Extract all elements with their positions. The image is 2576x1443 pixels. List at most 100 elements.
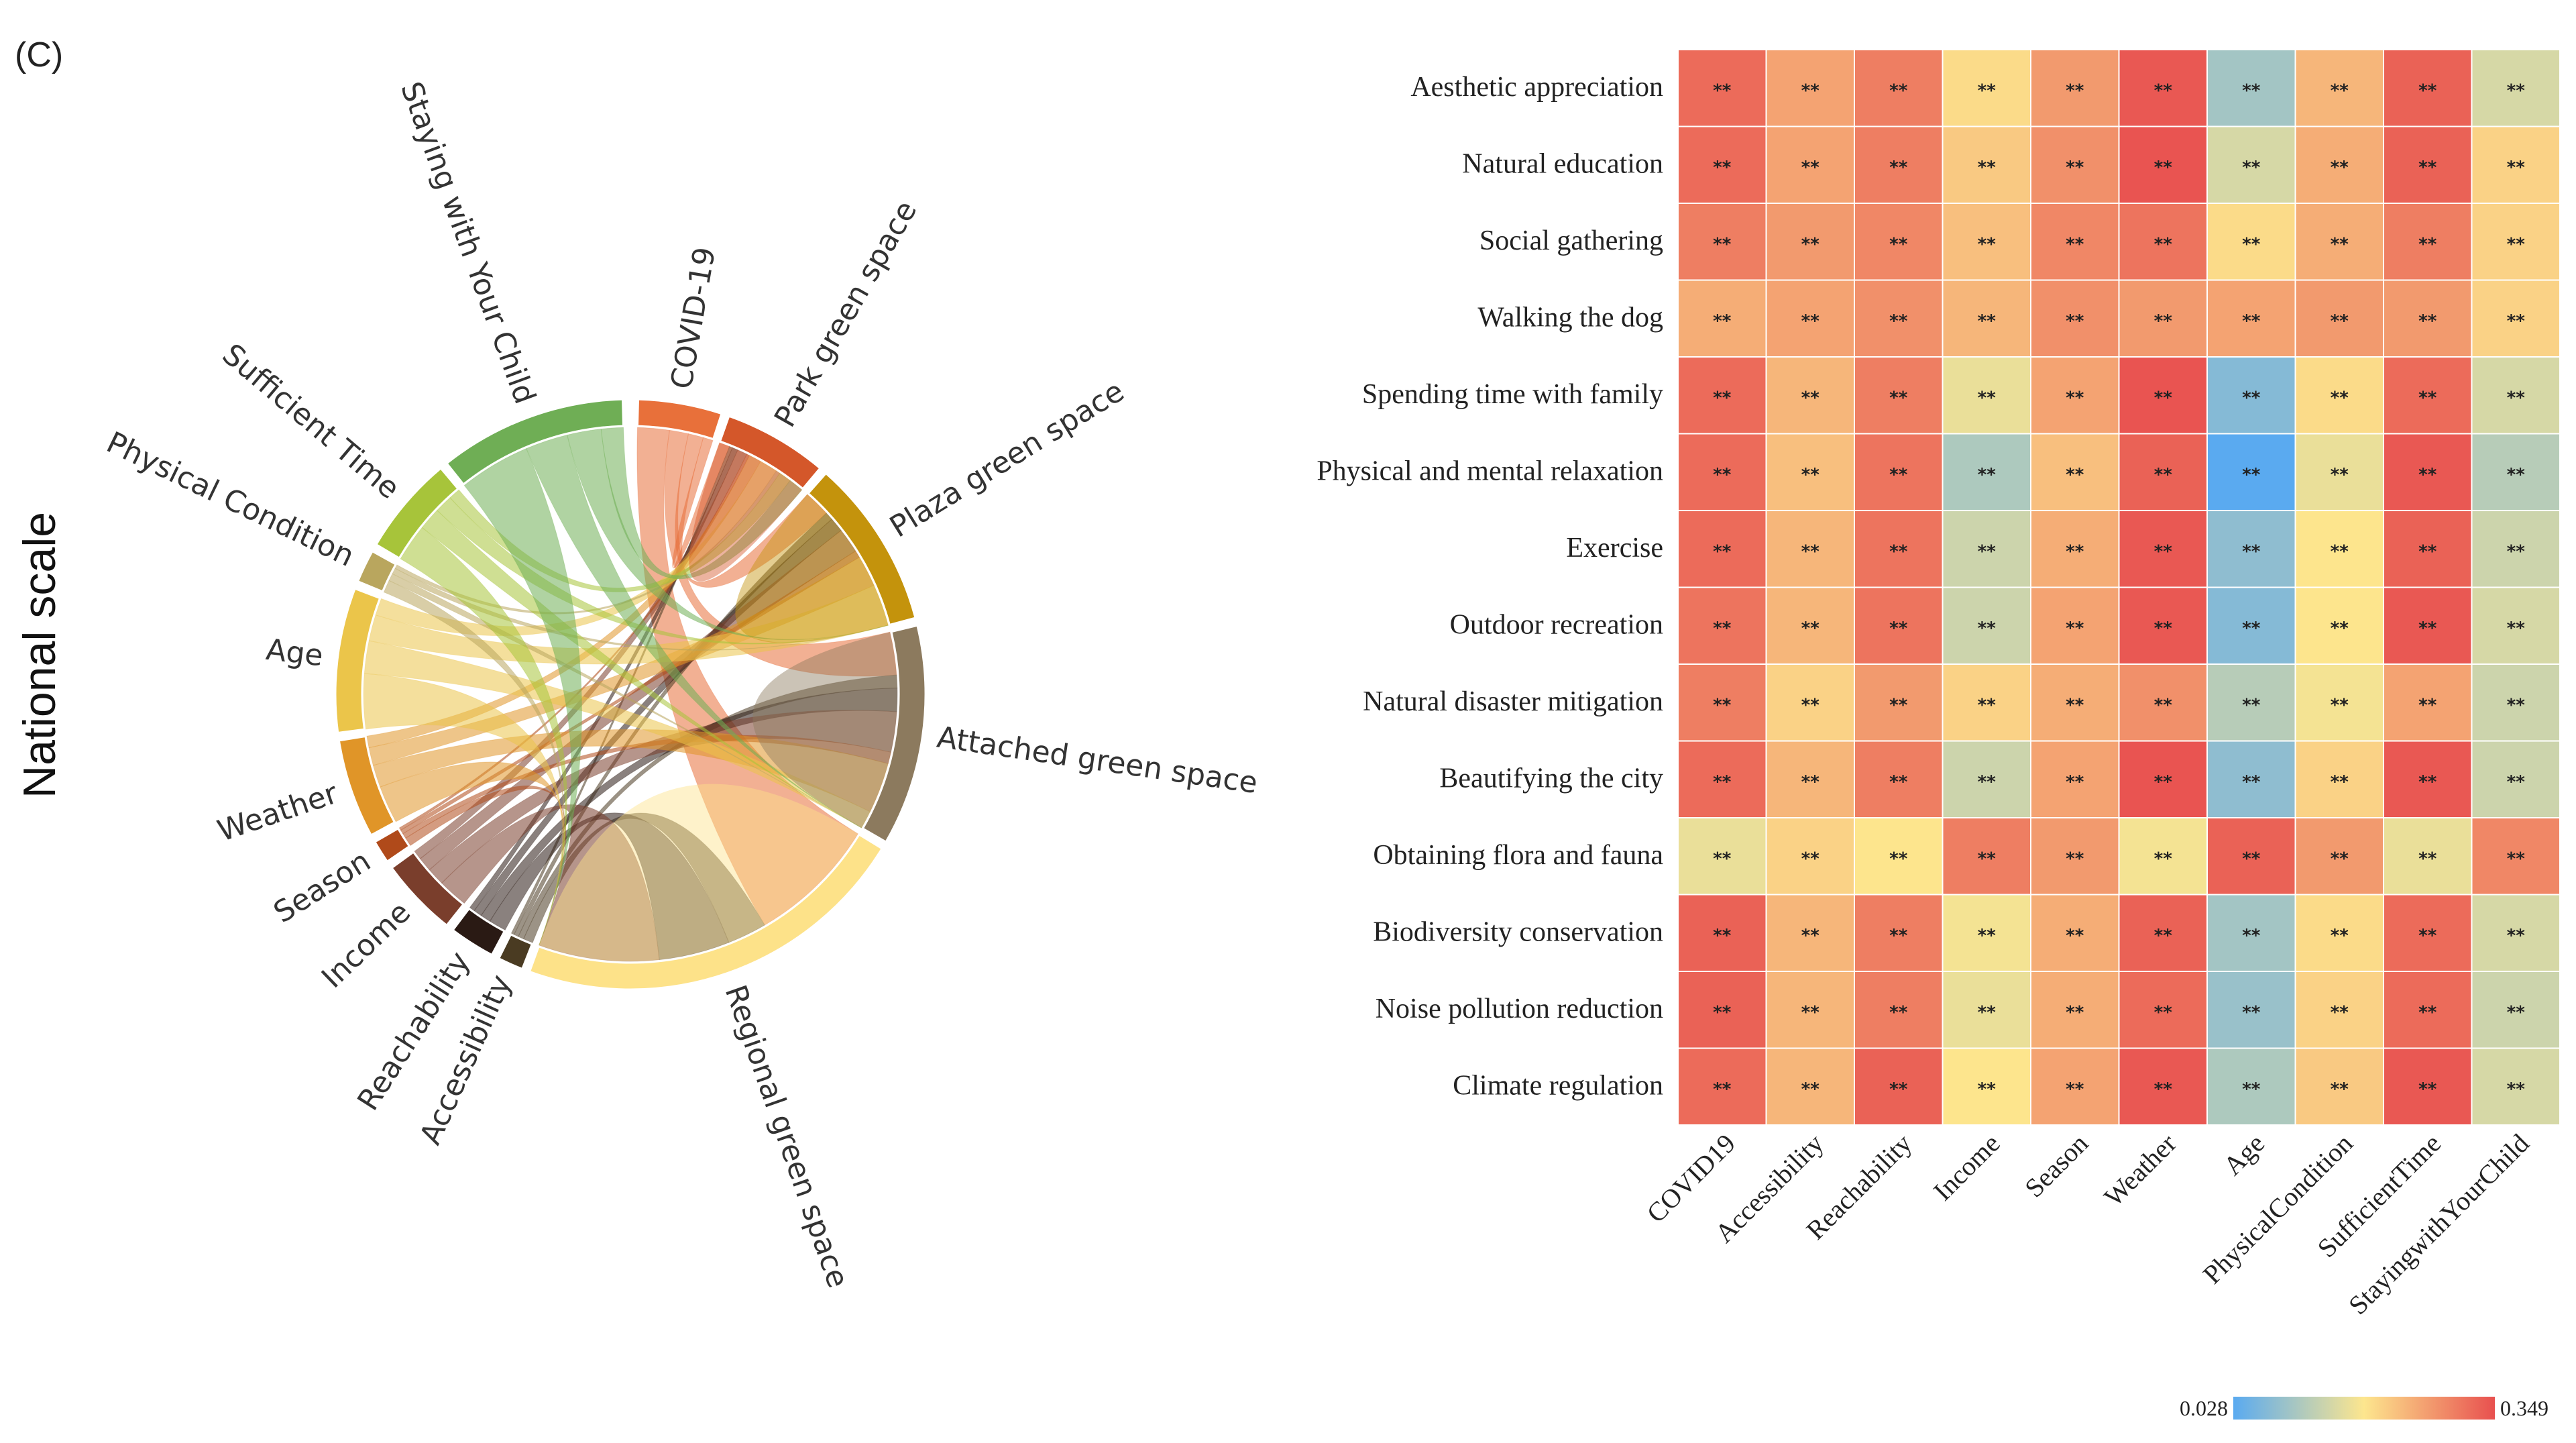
column-label-weather: Weather [2098, 1128, 2182, 1212]
cell-obtaining-flora-and-fauna-physicalcondition [2294, 817, 2384, 896]
cell-natural-education-covid19 [1677, 125, 1767, 204]
cell-label: ** [2066, 772, 2084, 792]
cell-label: ** [2418, 158, 2437, 178]
cell-label: ** [2331, 1079, 2349, 1100]
cell-label: ** [2242, 465, 2261, 485]
cell-label: ** [2242, 158, 2261, 178]
heatmap-row-labels: Aesthetic appreciation Natural education S… [1317, 72, 1663, 1102]
cell-label: ** [2066, 465, 2084, 485]
cell-label: ** [1713, 1002, 1732, 1022]
cell-label: ** [1713, 81, 1732, 101]
cell-climate-regulation-stayingwithyourchild [2471, 1047, 2561, 1126]
cell-biodiversity-conservation-covid19 [1677, 894, 1767, 972]
chord-ribbons [363, 427, 898, 962]
cell-physical-and-mental-relaxation-age [2206, 433, 2296, 511]
ribbon-staying-with-your-child-to-park-green-space [600, 427, 803, 580]
cell-outdoor-recreation-covid19 [1677, 586, 1767, 665]
arc-accessibility [497, 932, 534, 971]
cell-label: ** [1978, 926, 1997, 946]
cell-label: ** [2507, 1079, 2526, 1100]
cell-label: ** [2331, 311, 2349, 331]
cell-biodiversity-conservation-age [2206, 894, 2296, 972]
chord-label-plaza-green-space: Plaza green space [884, 374, 1130, 545]
cell-label: ** [2242, 81, 2261, 101]
cell-walking-the-dog-sufficienttime [2383, 279, 2473, 358]
cell-label: ** [2418, 926, 2437, 946]
arc-weather [337, 735, 396, 837]
cell-label: ** [1889, 311, 1908, 331]
cell-label: ** [2154, 772, 2173, 792]
cell-physical-and-mental-relaxation-season [2030, 433, 2120, 511]
cell-label: ** [1889, 541, 1908, 562]
cell-label: ** [2331, 388, 2349, 408]
cell-beautifying-the-city-physicalcondition [2294, 740, 2384, 818]
cell-natural-disaster-mitigation-accessibility [1765, 663, 1855, 742]
cell-label: ** [1713, 541, 1732, 562]
cell-label: ** [2066, 311, 2084, 331]
cell-aesthetic-appreciation-covid19 [1677, 49, 1767, 127]
cell-obtaining-flora-and-fauna-age [2206, 817, 2296, 896]
cell-climate-regulation-sufficienttime [2383, 1047, 2473, 1126]
cell-aesthetic-appreciation-stayingwithyourchild [2471, 49, 2561, 127]
cell-noise-pollution-reduction-covid19 [1677, 971, 1767, 1049]
cell-label: ** [2507, 311, 2526, 331]
cell-noise-pollution-reduction-season [2030, 971, 2120, 1049]
cell-outdoor-recreation-weather [2118, 586, 2208, 665]
cell-label: ** [2507, 541, 2526, 562]
cell-label: ** [2154, 311, 2173, 331]
cell-label: ** [2331, 465, 2349, 485]
cell-label: ** [2418, 311, 2437, 331]
cell-climate-regulation-reachability [1854, 1047, 1944, 1126]
arc-physical-condition [356, 549, 398, 593]
cell-label: ** [1801, 234, 1820, 254]
cell-label: ** [2154, 541, 2173, 562]
cell-aesthetic-appreciation-sufficienttime [2383, 49, 2473, 127]
cell-label: ** [1978, 1002, 1997, 1022]
cell-noise-pollution-reduction-sufficienttime [2383, 971, 2473, 1049]
cell-physical-and-mental-relaxation-weather [2118, 433, 2208, 511]
cell-outdoor-recreation-stayingwithyourchild [2471, 586, 2561, 665]
cell-label: ** [1713, 619, 1732, 639]
chord-label-season: Season [268, 844, 376, 930]
legend-max-label: 0.349 [2500, 1396, 2549, 1420]
cell-natural-disaster-mitigation-age [2206, 663, 2296, 742]
arc-age [334, 587, 382, 735]
cell-obtaining-flora-and-fauna-stayingwithyourchild [2471, 817, 2561, 896]
cell-label: ** [2242, 619, 2261, 639]
cell-climate-regulation-age [2206, 1047, 2296, 1126]
cell-natural-education-accessibility [1765, 125, 1855, 204]
cell-obtaining-flora-and-fauna-reachability [1854, 817, 1944, 896]
cell-label: ** [1713, 311, 1732, 331]
cell-beautifying-the-city-reachability [1854, 740, 1944, 818]
cell-obtaining-flora-and-fauna-income [1942, 817, 2031, 896]
cell-physical-and-mental-relaxation-sufficienttime [2383, 433, 2473, 511]
chord-label-attached-green-space: Attached green space [935, 720, 1259, 801]
cell-spending-time-with-family-accessibility [1765, 356, 1855, 435]
cell-physical-and-mental-relaxation-stayingwithyourchild [2471, 433, 2561, 511]
cell-noise-pollution-reduction-stayingwithyourchild [2471, 971, 2561, 1049]
cell-label: ** [2154, 619, 2173, 639]
cell-label: ** [1801, 1079, 1820, 1100]
cell-label: ** [1978, 465, 1997, 485]
arc-reachability [451, 907, 506, 957]
column-label-season: Season [2019, 1128, 2094, 1204]
cell-climate-regulation-accessibility [1765, 1047, 1855, 1126]
cell-biodiversity-conservation-stayingwithyourchild [2471, 894, 2561, 972]
cell-social-gathering-age [2206, 203, 2296, 281]
row-label-social-gathering: Social gathering [1479, 225, 1663, 256]
cell-outdoor-recreation-sufficienttime [2383, 586, 2473, 665]
cell-label: ** [1801, 772, 1820, 792]
cell-label: ** [1978, 388, 1997, 408]
cell-label: ** [2507, 772, 2526, 792]
cell-exercise-sufficienttime [2383, 510, 2473, 588]
cell-label: ** [1713, 772, 1732, 792]
cell-exercise-weather [2118, 510, 2208, 588]
cell-walking-the-dog-physicalcondition [2294, 279, 2384, 358]
cell-label: ** [1889, 465, 1908, 485]
cell-beautifying-the-city-covid19 [1677, 740, 1767, 818]
cell-beautifying-the-city-income [1942, 740, 2031, 818]
cell-label: ** [1713, 388, 1732, 408]
arc-income [390, 851, 465, 927]
cell-label: ** [2154, 1079, 2173, 1100]
